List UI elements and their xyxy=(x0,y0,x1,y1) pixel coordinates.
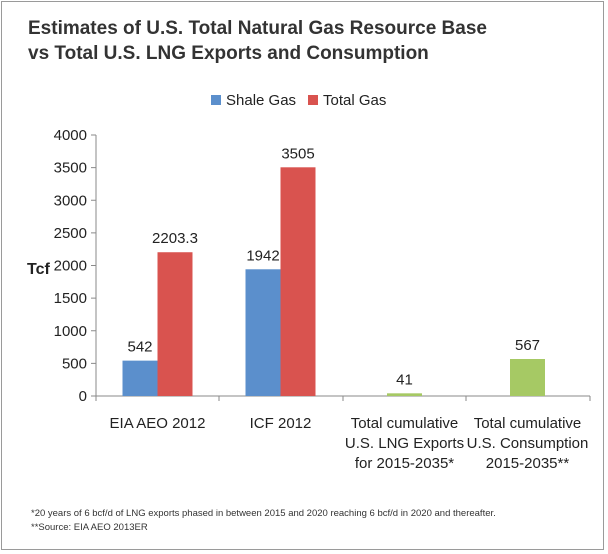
x-category-label: ICF 2012 xyxy=(250,415,312,432)
x-category-label: 2015-2035** xyxy=(486,455,570,472)
y-tick-label: 0 xyxy=(79,388,87,405)
x-category-label: Total cumulative xyxy=(474,415,582,432)
x-category-label: for 2015-2035* xyxy=(355,455,454,472)
bar-value-label: 567 xyxy=(515,337,540,354)
bar-value-label: 41 xyxy=(396,371,413,388)
bar xyxy=(280,167,316,396)
y-tick-label: 4000 xyxy=(54,127,87,144)
legend-swatch-1 xyxy=(211,95,221,105)
x-category-label: U.S. Consumption xyxy=(467,435,589,452)
legend-label-1: Shale Gas xyxy=(226,92,296,109)
bar xyxy=(157,252,193,396)
y-tick-label: 3500 xyxy=(54,160,87,177)
x-category-label: U.S. LNG Exports xyxy=(345,435,464,452)
y-tick-label: 2500 xyxy=(54,225,87,242)
legend-swatch-2 xyxy=(308,95,318,105)
footnote-source: **Source: EIA AEO 2013ER xyxy=(31,522,148,533)
bar-value-label: 542 xyxy=(127,339,152,356)
bar xyxy=(245,269,281,396)
y-tick-label: 3000 xyxy=(54,192,87,209)
chart-title-line-2: vs Total U.S. LNG Exports and Consumptio… xyxy=(28,43,429,64)
y-axis-title: Tcf xyxy=(27,261,50,278)
x-category-label: EIA AEO 2012 xyxy=(110,415,206,432)
x-category-label: Total cumulative xyxy=(351,415,459,432)
y-tick-label: 1000 xyxy=(54,323,87,340)
chart-title-line-1: Estimates of U.S. Total Natural Gas Reso… xyxy=(28,18,487,39)
bar-value-label: 3505 xyxy=(281,145,314,162)
y-tick-label: 1500 xyxy=(54,290,87,307)
legend-label-2: Total Gas xyxy=(323,92,386,109)
bar-value-label: 1942 xyxy=(246,247,279,264)
bar xyxy=(122,360,158,396)
chart-title: Estimates of U.S. Total Natural Gas Reso… xyxy=(28,16,588,66)
footnotes: *20 years of 6 bcf/d of LNG exports phas… xyxy=(31,507,591,535)
y-tick-label: 2000 xyxy=(54,258,87,275)
bar-value-label: 2203.3 xyxy=(152,230,198,247)
footnote-exports: *20 years of 6 bcf/d of LNG exports phas… xyxy=(31,508,496,519)
y-tick-label: 500 xyxy=(62,355,87,372)
bar xyxy=(387,393,422,396)
bar xyxy=(510,359,545,396)
